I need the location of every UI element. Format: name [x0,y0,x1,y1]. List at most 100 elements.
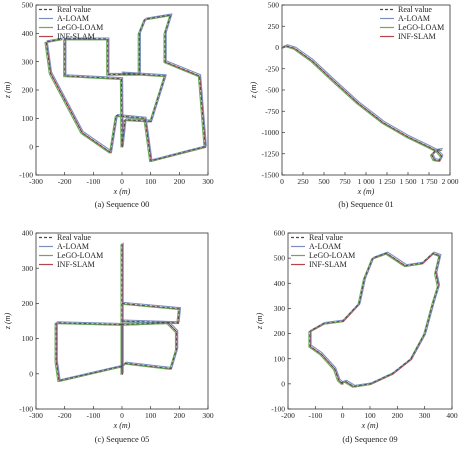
series-line-a-loam [282,44,444,161]
y-tick-label: 300 [22,264,34,273]
legend-label-inf-slam: INF-SLAM [309,260,347,269]
x-tick-label: 0 [120,411,124,420]
series-line-real-value [45,14,206,162]
series-line-real-value [309,252,441,387]
panel-b: 0 250 500 750 1 000 1 250 1 500 1 750 2 000 -1500… [249,1,459,209]
x-tick-label: 1 000 [358,177,375,186]
x-tick-label: -200 [281,411,295,420]
panel-caption: (a) Sequence 00 [95,199,150,209]
legend-label-lego-loam: LeGO-LOAM [309,251,355,260]
y-tick-label: -500 [265,86,279,95]
panel-a: -300 -200 -100 0 100 200 300 -100 0 100 200 300 400 5… [3,1,214,209]
series-line-a-loam [310,251,442,386]
x-tick-label: 0 [280,177,284,186]
x-tick-label: 1 250 [379,177,396,186]
y-tick-label: -1000 [262,128,280,137]
x-tick-label: 2 000 [442,177,459,186]
y-axis-label: z (m) [249,82,258,100]
x-tick-label: -300 [29,177,43,186]
panel-d: -200 -100 0 100 200 300 400-100010020030040050… [255,229,458,444]
x-tick-label: 100 [364,411,376,420]
x-tick-label: 0 [341,411,345,420]
series-line-inf-slam [121,73,167,148]
y-tick-label: 0 [29,142,33,151]
series-line-real-value [281,45,443,162]
x-axis-label: x (m) [113,421,131,430]
x-tick-label: -100 [308,411,322,420]
x-tick-label: 300 [419,411,431,420]
x-tick-label: 300 [202,177,214,186]
x-tick-label: 200 [174,177,186,186]
series-line-a-loam [123,301,182,323]
y-tick-label: 400 [274,279,286,288]
x-tick-label: 400 [446,411,458,420]
x-tick-label: 0 [120,177,124,186]
x-tick-label: -100 [86,411,100,420]
x-tick-label: 200 [392,411,404,420]
x-axis-label: x (m) [357,187,375,196]
x-tick-label: -200 [58,177,72,186]
y-tick-label: 300 [22,57,34,66]
series-line-inf-slam [282,45,443,162]
legend-label-lego-loam: LeGO-LOAM [57,23,103,32]
y-tick-label: -100 [19,171,33,180]
y-tick-label: -250 [265,64,279,73]
legend-label-inf-slam: INF-SLAM [57,260,95,269]
series-line-real-value [55,243,177,382]
y-tick-label: 500 [274,254,286,263]
x-tick-label: 500 [318,177,330,186]
y-tick-label: 100 [22,114,34,123]
series-line-lego-loam [280,46,442,162]
x-tick-label: 1 500 [400,177,417,186]
y-tick-label: -1250 [262,149,280,158]
x-tick-label: 1 750 [421,177,438,186]
legend-label-a-loam: A-LOAM [309,242,341,251]
x-tick-label: 100 [145,411,157,420]
legend-label-real-value: Real value [309,233,343,242]
series-line-inf-slam [309,253,441,388]
legend-label-real-value: Real value [57,233,91,242]
panel-caption: (d) Sequence 09 [342,434,397,444]
x-tick-label: 750 [339,177,351,186]
y-tick-label: -750 [265,107,279,116]
x-tick-label: 250 [297,177,309,186]
x-axis-label: x (m) [113,187,131,196]
y-tick-label: 100 [22,334,34,343]
y-tick-label: 200 [22,299,34,308]
x-tick-label: -100 [86,177,100,186]
legend-label-inf-slam: INF-SLAM [57,32,95,41]
legend-label-a-loam: A-LOAM [57,242,89,251]
series-line-lego-loam [44,15,205,163]
y-tick-label: 0 [275,43,279,52]
y-tick-label: 250 [268,22,280,31]
y-tick-label: 400 [22,229,34,238]
series-line-lego-loam [54,244,177,383]
y-axis-label: z (m) [255,313,264,331]
y-tick-label: 100 [274,354,286,363]
panel-caption: (c) Sequence 05 [95,434,150,444]
y-tick-label: 600 [274,229,286,238]
y-tick-label: -1500 [262,171,280,180]
legend-label-inf-slam: INF-SLAM [398,32,436,41]
legend-label-lego-loam: LeGO-LOAM [398,23,444,32]
x-tick-label: -200 [58,411,72,420]
y-tick-label: -100 [19,405,33,414]
panel-c: -300 -200 -100 0 100 200 300 -100 0 100 200 300 400 x… [3,229,214,444]
series-line-lego-loam [308,253,440,388]
x-tick-label: -300 [29,411,43,420]
x-tick-label: 200 [174,411,186,420]
y-tick-label: -100 [271,405,285,414]
y-axis-label: z (m) [3,313,12,331]
y-tick-label: 0 [281,379,285,388]
panel-caption: (b) Sequence 01 [338,199,393,209]
y-tick-label: 500 [22,1,34,10]
series-line-lego-loam [119,73,165,148]
series-line-a-loam [121,71,167,146]
x-axis-label: x (m) [361,421,379,430]
y-tick-label: 300 [274,304,286,313]
x-tick-label: 300 [202,411,214,420]
legend-label-lego-loam: LeGO-LOAM [57,251,103,260]
y-tick-label: 400 [22,29,34,38]
y-tick-label: 200 [22,86,34,95]
